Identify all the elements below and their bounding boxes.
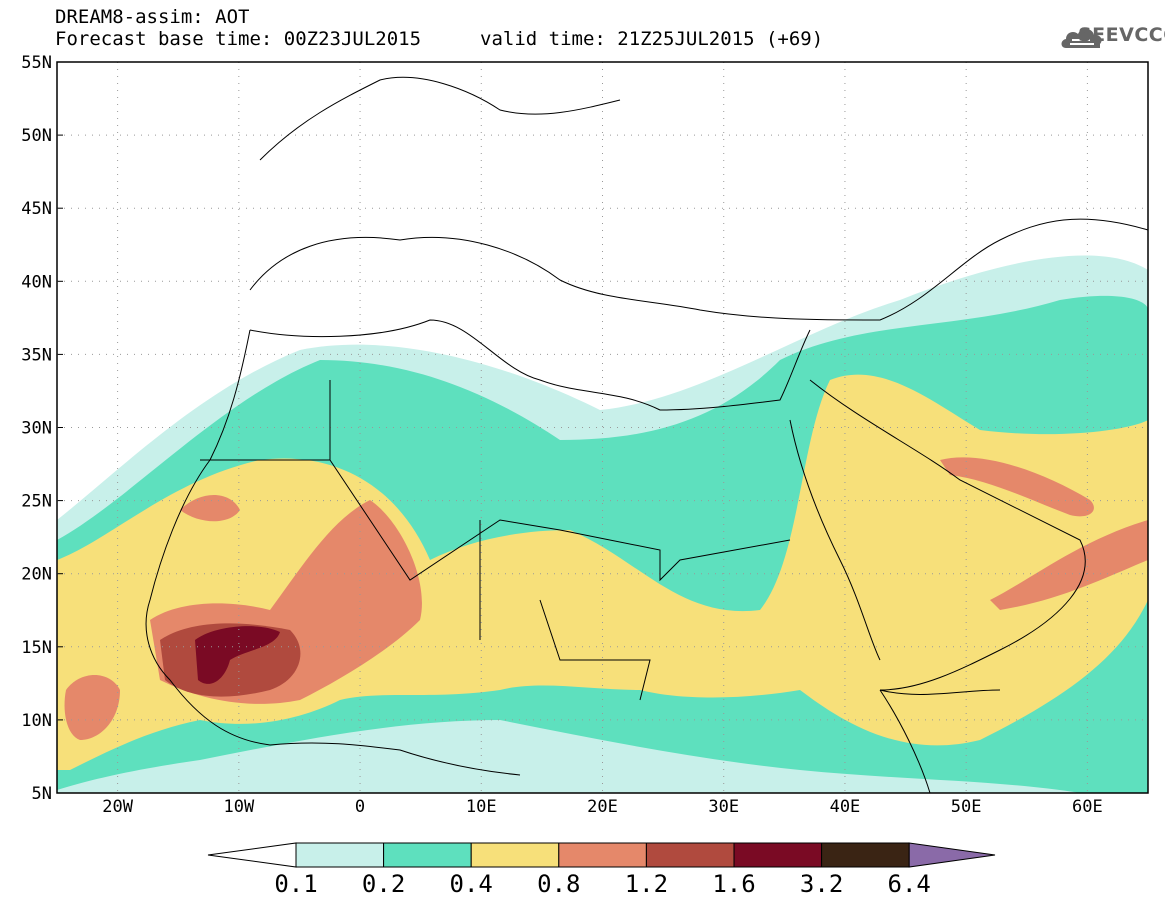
lon-label: 20E xyxy=(587,797,618,817)
lon-label: 30E xyxy=(708,797,739,817)
lat-label: 5N xyxy=(32,784,52,804)
valid-time: valid time: 21Z25JUL2015 (+69) xyxy=(480,28,824,50)
aot-band-0.8c xyxy=(990,520,1148,610)
colorbar-box xyxy=(383,842,472,868)
coastline-arabia xyxy=(809,379,1086,691)
colorbar-box xyxy=(645,842,735,868)
map-title: DREAM8-assim: AOT xyxy=(55,6,250,28)
lat-label: 55N xyxy=(21,53,52,73)
lat-label: 20N xyxy=(21,565,52,585)
aot-band-0.8b xyxy=(64,675,120,740)
lon-label: 10E xyxy=(466,797,497,817)
lat-label: 50N xyxy=(21,126,52,146)
cloud-icon xyxy=(1061,28,1102,48)
lon-label: 0 xyxy=(355,797,365,817)
colorbar-box xyxy=(295,842,385,868)
border-sahara xyxy=(200,380,791,701)
aot-band-0.8d xyxy=(940,457,1094,517)
lon-label: 50E xyxy=(951,797,982,817)
colorbar-label: 0.4 xyxy=(449,870,493,898)
aot-band-1.6 xyxy=(195,626,280,684)
lat-label: 25N xyxy=(21,492,52,512)
colorbar-box xyxy=(558,842,647,868)
lat-label: 45N xyxy=(21,199,52,219)
colorbar-label: 3.2 xyxy=(799,870,844,898)
colorbar-box xyxy=(470,842,560,868)
coastline-east-africa xyxy=(879,689,1001,794)
coastline-red-sea xyxy=(789,419,881,661)
colorbar-label: 0.1 xyxy=(274,870,318,898)
colorbar-box xyxy=(821,842,910,868)
lat-label: 35N xyxy=(21,345,52,365)
lat-label: 30N xyxy=(21,419,52,439)
colorbar-arrow-low xyxy=(207,842,297,868)
colorbar-label: 1.2 xyxy=(624,870,669,898)
coastline-europe-north xyxy=(259,76,621,161)
lon-label: 60E xyxy=(1072,797,1103,817)
coastline-europe xyxy=(249,218,1149,321)
lat-label: 10N xyxy=(21,711,52,731)
colorbar-label: 0.8 xyxy=(537,870,581,898)
lat-label: 15N xyxy=(21,638,52,658)
lon-label: 10W xyxy=(223,797,254,817)
map-frame xyxy=(56,61,1149,794)
lon-label: 20W xyxy=(102,797,133,817)
colorbar-label: 6.4 xyxy=(887,870,931,898)
colorbar-box xyxy=(733,842,823,868)
aot-band-0.8e xyxy=(180,495,240,522)
logo-text: SEEVCCC xyxy=(1078,24,1165,46)
lon-label: 40E xyxy=(830,797,861,817)
colorbar-label: 1.6 xyxy=(712,870,756,898)
lat-label: 40N xyxy=(21,272,52,292)
forecast-base-time: Forecast base time: 00Z23JUL2015 xyxy=(55,28,422,50)
coastline-north-africa xyxy=(249,319,811,411)
colorbar-arrow-high xyxy=(908,842,996,868)
colorbar-label: 0.2 xyxy=(361,870,406,898)
